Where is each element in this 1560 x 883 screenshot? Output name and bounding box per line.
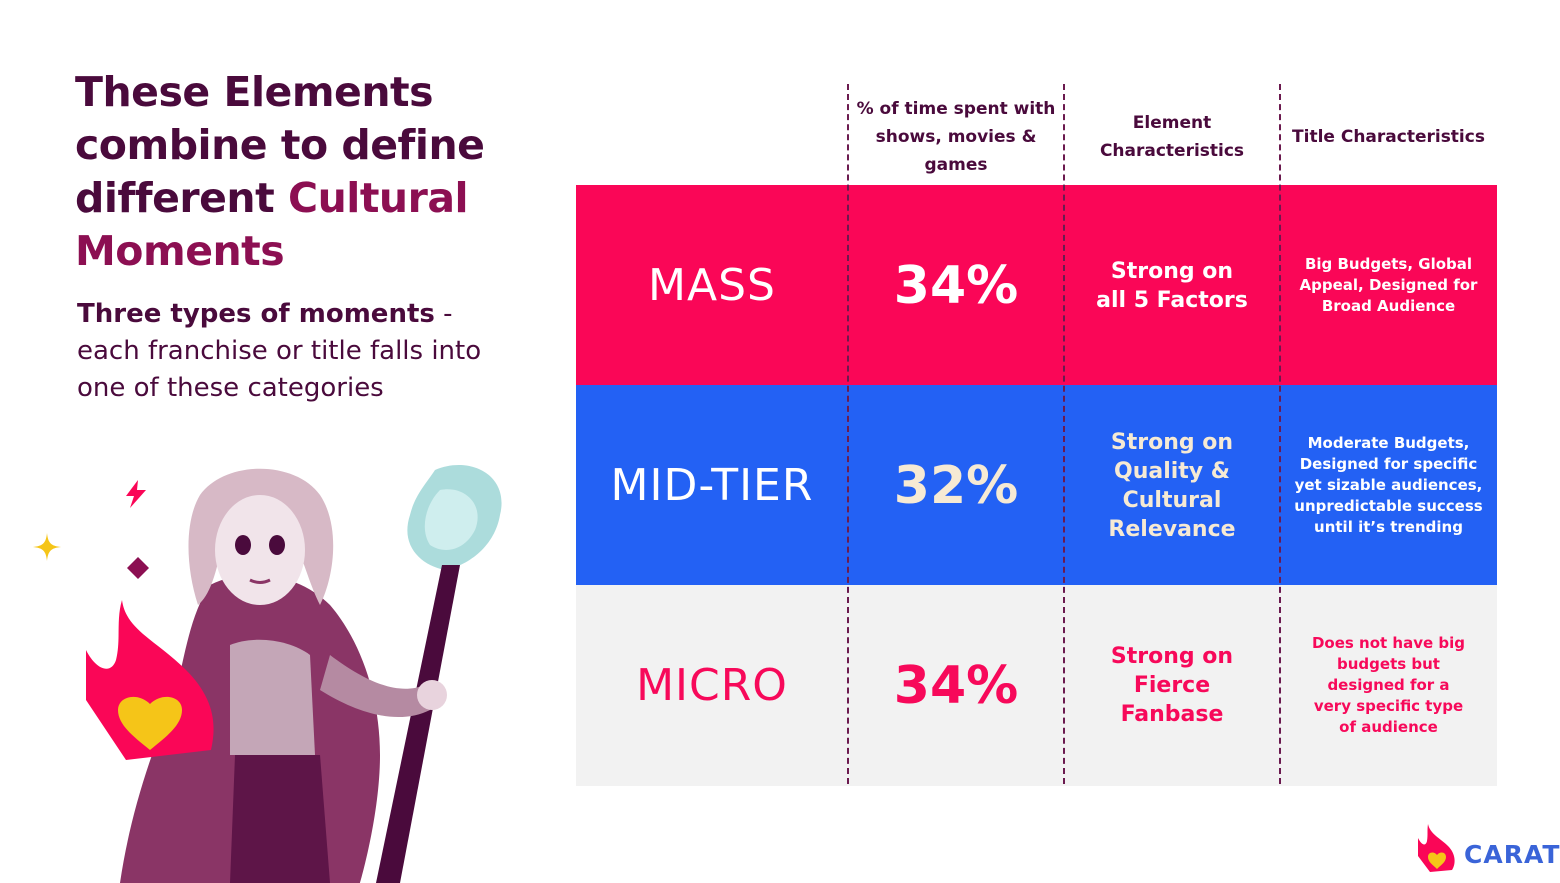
element-characteristics: Strong on all 5 Factors (1096, 258, 1248, 313)
carat-logo-icon (1418, 824, 1455, 872)
page-title: These Elements combine to define differe… (75, 66, 545, 278)
pct-value: 34% (893, 255, 1019, 316)
type-label: MID-TIER (610, 460, 814, 511)
carat-logo-text: CARAT (1464, 840, 1560, 869)
title-plain: These Elements combine to define differe… (75, 68, 485, 222)
row-midtier: MID-TIER 32% Strong on Quality & Cultura… (576, 385, 1497, 586)
page-subtitle: Three types of moments - each franchise … (77, 296, 517, 407)
diamond-icon (127, 557, 149, 579)
pct-value: 32% (893, 455, 1019, 516)
header-pct: % of time spent with shows, movies & gam… (856, 99, 1056, 175)
title-accent: Cultural Moments (75, 174, 469, 275)
element-characteristics: Strong on Quality & Cultural Relevance (1108, 429, 1236, 542)
sparkle-icon (33, 533, 61, 561)
row-mass: MASS 34% Strong on all 5 Factors Big Bud… (576, 185, 1497, 386)
pct-value: 34% (893, 655, 1019, 716)
subtitle-bold: Three types of moments (77, 299, 435, 329)
column-divider (1279, 84, 1281, 784)
element-characteristics: Strong on Fierce Fanbase (1110, 644, 1234, 727)
lightning-icon (126, 480, 146, 508)
type-label: MICRO (636, 660, 788, 711)
character-illustration (120, 465, 502, 883)
column-divider (1063, 84, 1065, 784)
title-characteristics: Does not have big budgets but designed f… (1311, 634, 1466, 736)
flame-heart-icon (86, 600, 214, 760)
row-micro: MICRO 34% Strong on Fierce Fanbase Does … (576, 585, 1497, 786)
header-element: Element Characteristics (1099, 113, 1245, 161)
subtitle-rest: - each franchise or title falls into one… (77, 299, 482, 403)
header-title: Title Characteristics (1292, 127, 1485, 147)
type-label: MASS (648, 260, 776, 311)
column-divider (847, 84, 849, 784)
title-characteristics: Big Budgets, Global Appeal, Designed for… (1299, 255, 1478, 315)
title-characteristics: Moderate Budgets, Designed for specific … (1294, 434, 1483, 536)
